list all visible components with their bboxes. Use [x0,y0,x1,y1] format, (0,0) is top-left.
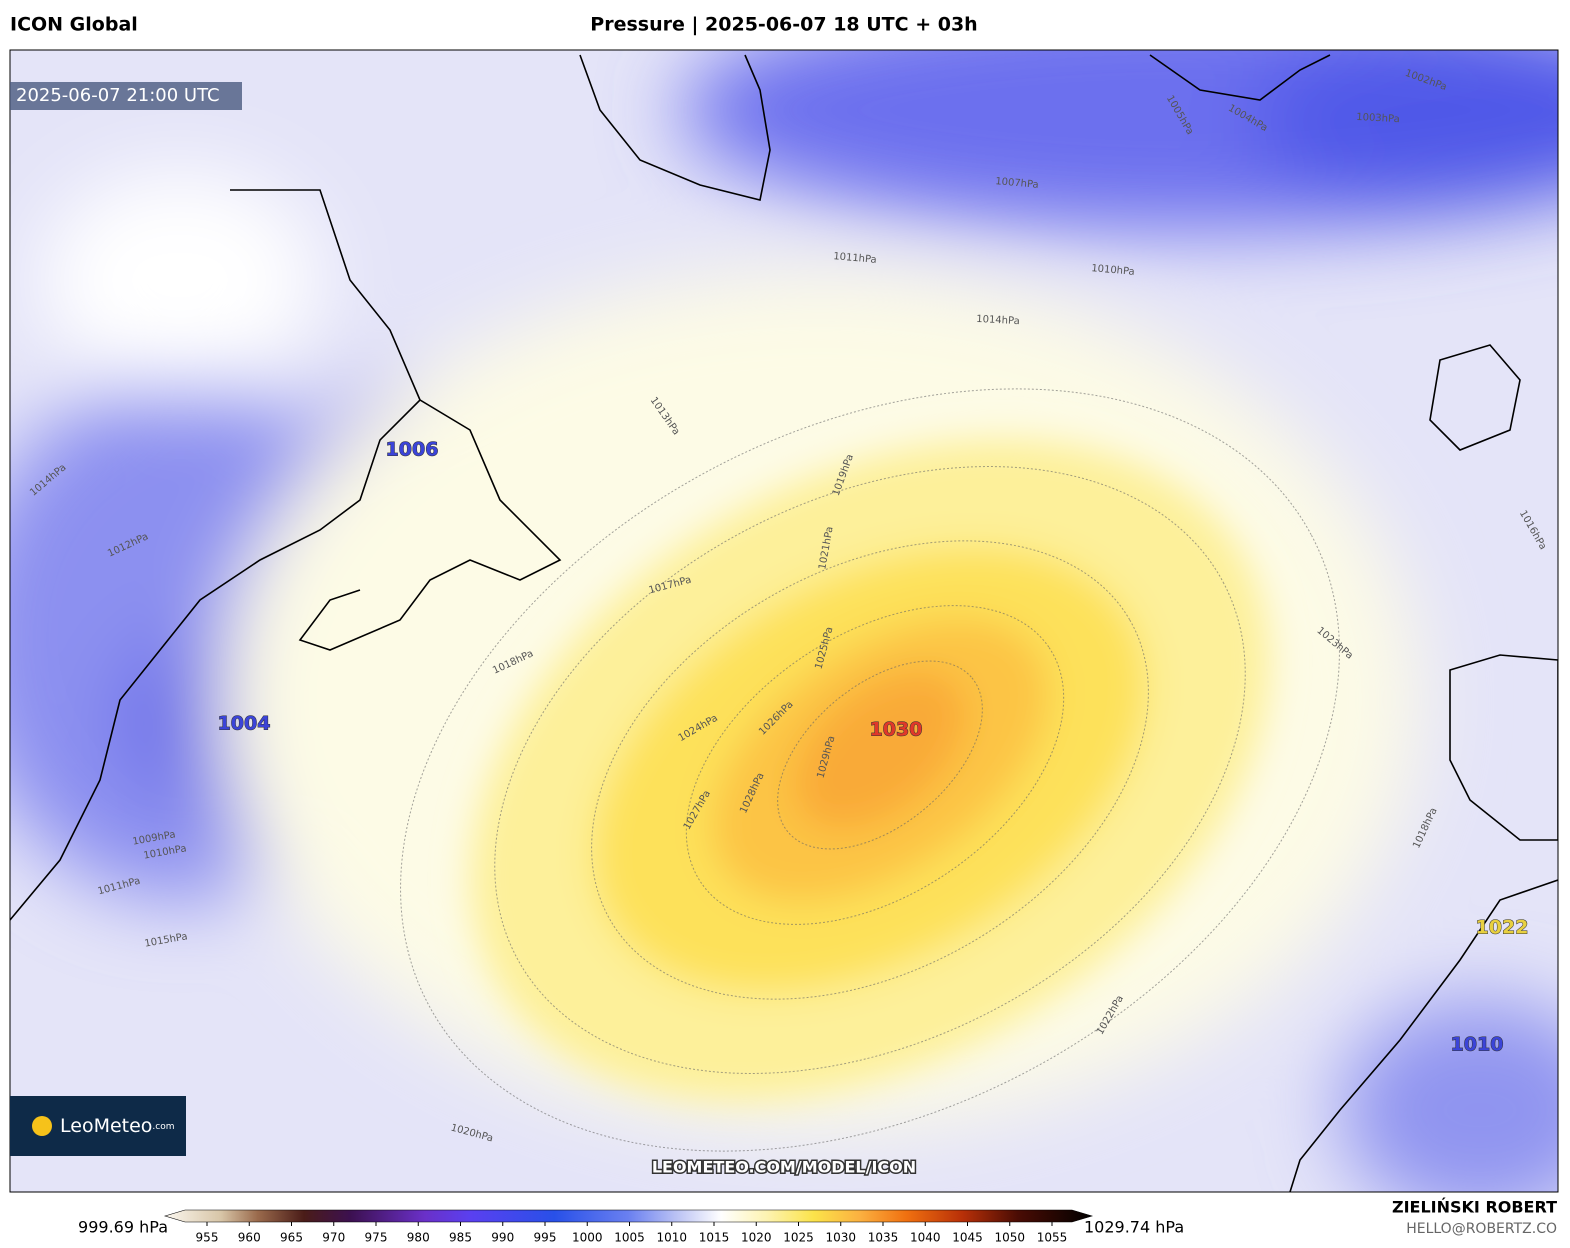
colorbar [163,1209,1094,1223]
isobar-label: 1014hPa [976,314,1020,327]
colorbar-tick-label: 1010 [656,1231,687,1245]
colorbar-tick-label: 1025 [783,1231,814,1245]
pressure-center: 1030 [870,719,923,741]
colorbar-min: 999.69 hPa [78,1218,168,1237]
colorbar-tick-label: 955 [196,1231,219,1245]
isobar-label: 1010hPa [1091,263,1135,278]
pressure-center: 1006 [386,439,439,461]
colorbar-tick-label: 1030 [825,1231,856,1245]
coastlines [10,54,1558,1192]
colorbar-tick-label: 1040 [910,1231,941,1245]
colorbar-tick-label: 990 [491,1231,514,1245]
logo-sun [32,1116,52,1136]
watermark: LEOMETEO.COM/MODEL/ICON [652,1158,916,1177]
colorbar-tick-label: 1035 [868,1231,899,1245]
logo: LeoMeteo.com [60,1115,175,1137]
colorbar-max: 1029.74 hPa [1084,1218,1184,1237]
colorbar-tick-label: 960 [238,1231,261,1245]
pressure-center: 1010 [1451,1034,1504,1056]
map-frame [9,49,1559,1193]
colorbar-tick-label: 965 [280,1231,303,1245]
colorbar-tick-label: 975 [365,1231,388,1245]
colorbar-tick-label: 980 [407,1231,430,1245]
pressure-center: 1022 [1476,917,1529,939]
colorbar-tick-label: 985 [449,1231,472,1245]
isobar-label: 1007hPa [995,176,1039,191]
isobar-label: 1011hPa [833,251,877,266]
author: ZIELIŃSKI ROBERT [1392,1198,1557,1217]
colorbar-tick-label: 1055 [1037,1231,1068,1245]
colorbar-tick-label: 1015 [699,1231,730,1245]
colorbar-tick-label: 1050 [994,1231,1025,1245]
model-name: ICON Global [10,14,138,36]
colorbar-tick-label: 995 [534,1231,557,1245]
logo-suffix: .com [152,1122,174,1132]
colorbar-tick-label: 970 [322,1231,345,1245]
email: HELLO@ROBERTZ.CO [1406,1221,1557,1237]
colorbar-tick-label: 1045 [952,1231,983,1245]
valid-time: 2025-06-07 21:00 UTC [16,85,220,106]
colorbar-tick-label: 1020 [741,1231,772,1245]
colorbar-tick-label: 1000 [572,1231,603,1245]
time-box [10,82,242,110]
isobar-label: 1003hPa [1356,112,1400,125]
title: Pressure | 2025-06-07 18 UTC + 03h [590,14,977,36]
pressure-center: 1004 [218,713,271,735]
logo-brand: LeoMeteo [60,1115,152,1137]
colorbar-tick-label: 1005 [614,1231,645,1245]
